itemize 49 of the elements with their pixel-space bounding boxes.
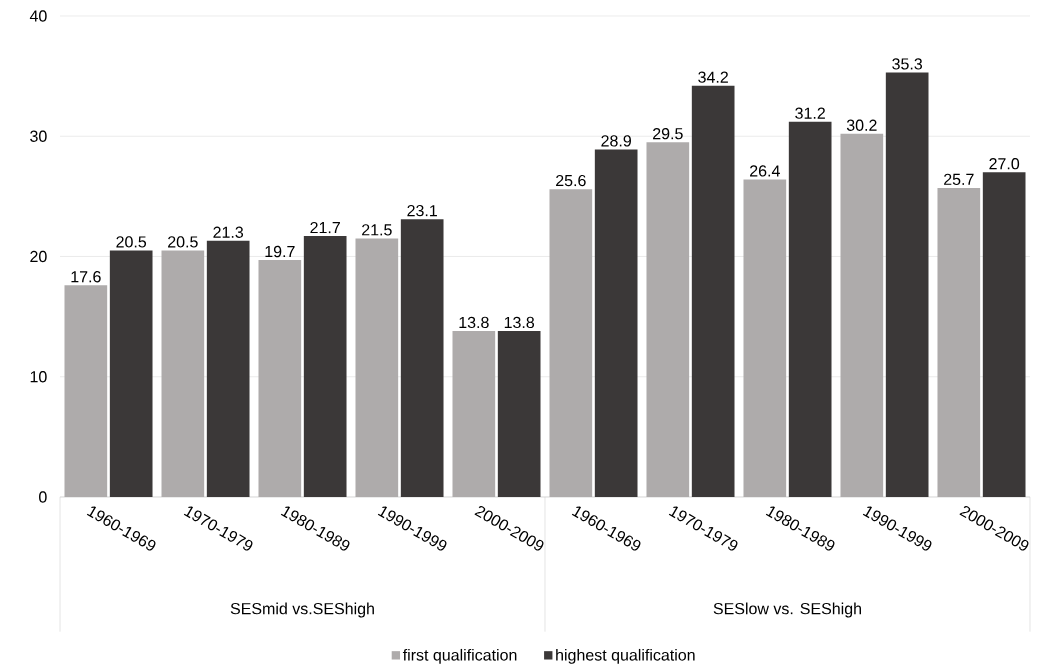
y-tick-label: 10 (30, 371, 47, 383)
bar (355, 238, 399, 497)
bar (452, 331, 496, 497)
bar (303, 236, 347, 497)
bar (743, 179, 787, 497)
data-label: 20.5 (116, 236, 147, 248)
data-label: 31.2 (795, 107, 825, 119)
legend-label: highest qualification (556, 648, 695, 664)
text: SESlow vs. SEShigh (713, 602, 861, 618)
data-label: 21.5 (362, 224, 392, 236)
bar (840, 133, 884, 497)
bar (549, 189, 593, 497)
data-label: 26.4 (750, 165, 780, 177)
data-label: 30.2 (846, 119, 877, 131)
data-label: 21.7 (310, 221, 340, 234)
data-label: 20.5 (168, 236, 198, 248)
data-label: 17.6 (71, 271, 101, 283)
data-label: 23.1 (407, 204, 437, 217)
bar (161, 250, 205, 497)
data-label: 19.7 (265, 245, 295, 258)
bar (206, 240, 250, 497)
data-label: 13.8 (459, 316, 489, 329)
bar (937, 187, 981, 497)
data-label: 13.8 (504, 316, 535, 329)
data-label: 35.3 (892, 58, 923, 70)
bar (594, 149, 638, 497)
y-tick-label: 40 (29, 10, 47, 22)
legend-label: first qualification (402, 648, 517, 664)
bar (258, 260, 302, 497)
bar (400, 219, 444, 497)
bar (109, 250, 153, 497)
data-label: 21.3 (213, 226, 244, 238)
bar (885, 72, 929, 497)
bar (982, 172, 1026, 497)
data-label: 27.0 (989, 158, 1020, 170)
data-label: 25.6 (556, 174, 586, 187)
y-tick-label: 0 (39, 491, 47, 503)
data-label: 25.7 (944, 173, 974, 186)
y-tick-label: 30 (30, 130, 47, 142)
bar (646, 142, 690, 497)
text: SESmid vs.SEShigh (230, 602, 374, 618)
bar (64, 285, 108, 497)
bar (497, 331, 541, 497)
y-tick-label: 20 (30, 250, 47, 263)
bar (691, 85, 735, 497)
data-label: 29.5 (653, 128, 683, 140)
data-label: 34.2 (698, 71, 728, 83)
bar (788, 121, 832, 497)
data-label: 28.9 (601, 135, 631, 147)
